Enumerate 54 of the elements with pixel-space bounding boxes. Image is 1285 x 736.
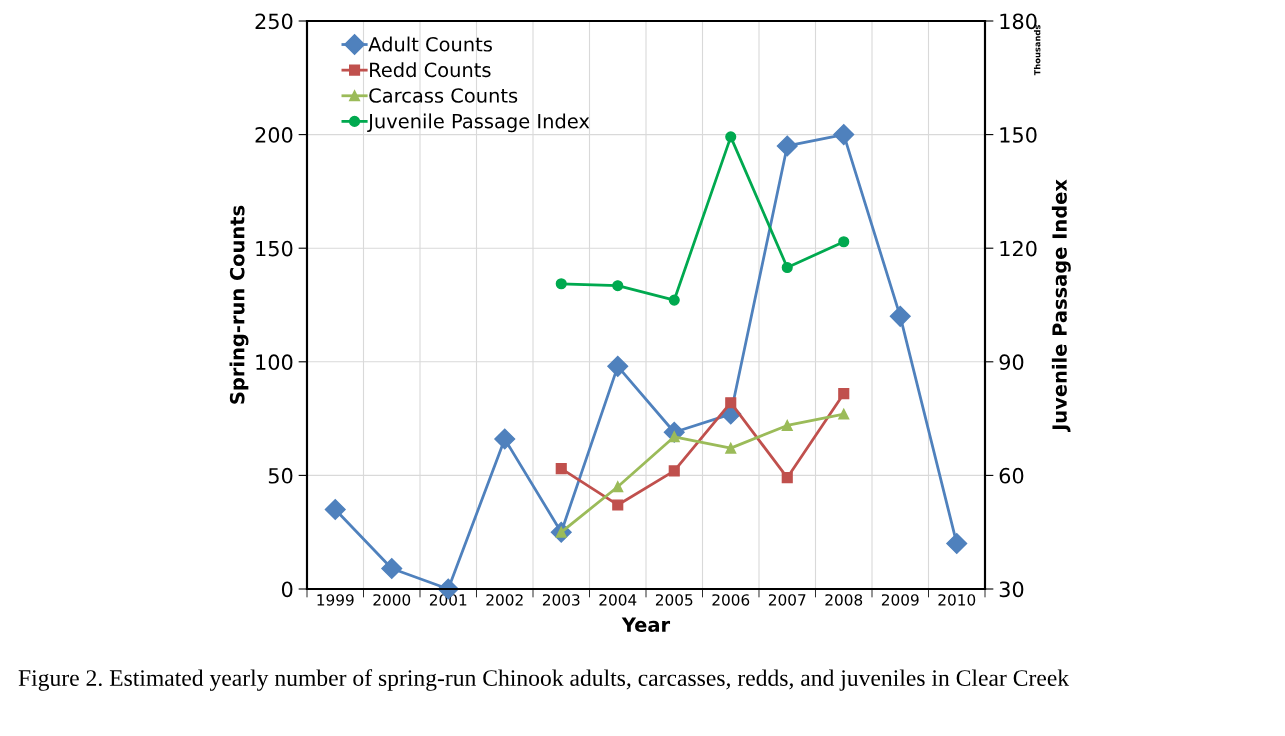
point [725,397,737,409]
point [555,463,567,475]
caption: Figure 2. Estimated yearly number of spring-run Chinook adults, carcasses, redds, and juveniles in Clear Creek [18,669,1070,691]
point [833,124,855,146]
x-tick-label: 2003 [542,594,580,606]
point [838,388,850,400]
x-tick-label: 2004 [599,594,637,606]
y2-tick-label: 120 [1000,240,1037,257]
legend-label: Adult Counts [368,36,492,52]
point [555,278,567,290]
point [776,135,798,157]
y-tick-label: 250 [255,13,293,30]
point [725,442,737,454]
point [494,428,516,450]
x-tick-label: 2006 [712,594,750,606]
point [781,261,793,274]
legend-label: Carcass Counts [369,88,518,103]
y-tick-label: 0 [281,581,293,598]
point [781,419,793,431]
y2-tick-label: 60 [999,467,1024,484]
x-tick-label: 2005 [655,594,693,606]
point [725,131,737,143]
x-tick-label: 1999 [317,594,354,606]
legend-label: Juvenile Passage Index [367,113,590,133]
point [889,305,911,327]
x-tick-label: 2010 [938,594,976,606]
point [946,533,968,555]
x-tick-label: 2000 [373,594,411,606]
y2-axis-title: Juvenile Passage Index [1051,179,1071,432]
point [381,558,403,580]
point [607,355,629,377]
point [612,481,624,493]
point [838,236,850,248]
legend-label: Redd Counts [370,62,491,78]
y-tick-label: 50 [268,467,293,484]
y-tick-label: 100 [256,354,293,371]
x-tick-label: 2002 [486,594,523,606]
point [838,408,850,420]
point [612,280,624,292]
y2-tick-label: 90 [999,354,1024,371]
point [612,499,624,511]
point [324,498,346,520]
x-tick-label: 2009 [881,594,919,606]
point [668,465,680,477]
x-tick-label: 2008 [825,594,863,606]
y-axis-title: Spring-run Counts [229,205,249,404]
x-axis-title: Year [621,617,671,633]
y2-tick-label: 150 [1000,127,1037,143]
point [668,294,680,306]
point [781,472,793,484]
x-tick-label: 2007 [768,594,806,606]
y2-tick-label: 30 [999,581,1024,598]
y-tick-label: 200 [255,127,293,143]
y-tick-label: 150 [256,240,293,257]
